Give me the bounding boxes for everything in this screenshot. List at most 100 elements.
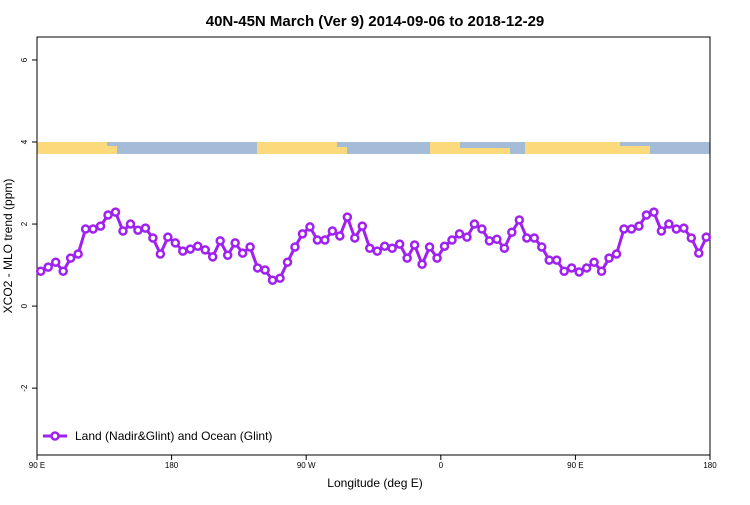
data-point (200, 245, 210, 255)
data-point (589, 257, 599, 267)
data-point (424, 242, 435, 252)
data-point (178, 246, 188, 256)
data-point (679, 223, 689, 233)
data-point (65, 253, 76, 263)
data-point (634, 221, 644, 231)
data-point (447, 235, 457, 245)
data-point (163, 232, 173, 242)
data-point (260, 265, 270, 275)
data-point (118, 226, 128, 236)
data-point (439, 241, 450, 251)
data-point (694, 248, 704, 258)
x-tick-label: 90 E (29, 461, 45, 470)
data-point (43, 262, 53, 272)
data-point (581, 263, 592, 273)
data-point (357, 221, 368, 231)
data-point (222, 250, 233, 260)
data-point (544, 255, 554, 265)
data-point (394, 239, 405, 249)
y-axis-label: XCO2 - MLO trend (ppm) (1, 179, 15, 314)
y-tick-label: 6 (20, 57, 29, 62)
data-point (454, 229, 465, 239)
y-tick-label: 0 (20, 303, 29, 308)
data-point (469, 219, 480, 229)
x-tick-label: 180 (703, 461, 717, 470)
legend-swatch-point (50, 431, 60, 441)
data-point (185, 244, 196, 254)
data-point (35, 266, 46, 276)
data-point (462, 232, 472, 242)
data-point (252, 263, 263, 273)
x-tick-label: 0 (439, 461, 444, 470)
data-point (350, 233, 360, 243)
data-point (50, 257, 61, 267)
data-point (342, 212, 353, 222)
data-point (365, 243, 375, 254)
data-point (626, 224, 637, 234)
data-point (230, 238, 240, 248)
data-point (537, 242, 547, 252)
data-point (267, 275, 278, 286)
land-ocean-strip (37, 142, 710, 154)
data-point (611, 249, 622, 259)
data-point (290, 242, 300, 252)
data-point (641, 210, 652, 220)
data-point (95, 221, 106, 231)
data-point (656, 226, 667, 236)
data-point (80, 224, 91, 234)
data-point (155, 249, 166, 259)
data-point (73, 249, 83, 259)
data-point (88, 224, 98, 234)
x-tick-label: 90 W (297, 461, 316, 470)
data-point (297, 229, 308, 239)
data-point (245, 242, 255, 252)
data-point (379, 241, 390, 251)
data-point (148, 233, 158, 243)
data-point (686, 233, 697, 243)
data-point (484, 236, 495, 246)
data-point (193, 241, 203, 251)
data-point (604, 253, 614, 263)
data-point (551, 255, 562, 265)
data-point (432, 253, 442, 263)
data-point (125, 219, 136, 229)
data-point (237, 248, 248, 258)
data-point (170, 238, 181, 248)
data-point (596, 266, 607, 276)
y-tick-label: 4 (20, 139, 29, 144)
data-point (492, 234, 502, 244)
data-point (215, 236, 225, 246)
data-point (664, 219, 674, 229)
data-point (133, 225, 143, 235)
data-point (110, 207, 121, 217)
data-point (574, 267, 584, 277)
data-point (387, 243, 397, 254)
data-point (58, 266, 68, 276)
chart-title: 40N-45N March (Ver 9) 2014-09-06 to 2018… (206, 13, 545, 30)
data-point (566, 263, 577, 273)
y-tick-label: 2 (20, 221, 29, 226)
data-point (282, 257, 293, 267)
y-tick-label: -2 (20, 384, 29, 392)
data-point (327, 226, 338, 236)
plot-frame (36, 36, 711, 456)
data-point (372, 246, 382, 256)
data-point (522, 233, 532, 243)
data-point (701, 232, 712, 242)
data-point (140, 223, 151, 233)
data-point (275, 273, 285, 283)
data-point (335, 231, 345, 241)
data-point (671, 224, 682, 234)
data-point (409, 240, 420, 250)
data-point (305, 222, 315, 232)
legend-label: Land (Nadir&Glint) and Ocean (Glint) (75, 429, 272, 443)
data-point (103, 210, 113, 220)
data-point (619, 224, 629, 234)
data-point (529, 233, 540, 243)
data-point (417, 259, 427, 270)
data-point (320, 235, 330, 245)
data-point (312, 235, 323, 245)
x-tick-label: 180 (165, 461, 179, 470)
data-point (207, 252, 218, 262)
